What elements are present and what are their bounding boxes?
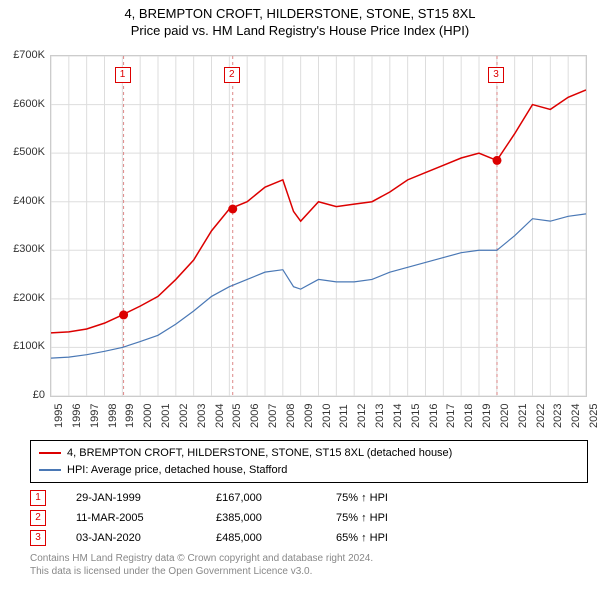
xtick-label: 2011 (338, 404, 350, 428)
xtick-label: 2023 (552, 404, 564, 428)
xtick-label: 2012 (356, 404, 368, 428)
legend-label: 4, BREMPTON CROFT, HILDERSTONE, STONE, S… (67, 445, 452, 462)
xtick-label: 2005 (231, 404, 243, 428)
legend-row: 4, BREMPTON CROFT, HILDERSTONE, STONE, S… (39, 445, 579, 462)
chart-plot-area (50, 55, 587, 397)
footer-attribution: Contains HM Land Registry data © Crown c… (30, 552, 373, 578)
marker-pct: 75% ↑ HPI (336, 492, 456, 504)
xtick-label: 2025 (588, 404, 600, 428)
legend-swatch (39, 452, 61, 454)
xtick-label: 1999 (124, 404, 136, 428)
ytick-label: £100K (13, 340, 45, 352)
marker-date: 03-JAN-2020 (76, 532, 216, 544)
title-address: 4, BREMPTON CROFT, HILDERSTONE, STONE, S… (0, 6, 600, 23)
xtick-label: 2016 (428, 404, 440, 428)
footer-line1: Contains HM Land Registry data © Crown c… (30, 552, 373, 565)
title-subtitle: Price paid vs. HM Land Registry's House … (0, 23, 600, 40)
ytick-label: £500K (13, 146, 45, 158)
xtick-label: 2021 (517, 404, 529, 428)
marker-date: 29-JAN-1999 (76, 492, 216, 504)
legend-label: HPI: Average price, detached house, Staf… (67, 462, 287, 479)
xtick-label: 2024 (570, 404, 582, 428)
marker-badge: 3 (30, 530, 46, 546)
xtick-label: 2018 (463, 404, 475, 428)
marker-pct: 65% ↑ HPI (336, 532, 456, 544)
ytick-label: £400K (13, 195, 45, 207)
marker-table-row: 3 03-JAN-2020£485,00065% ↑ HPI (30, 528, 456, 548)
chart-marker-badge-1: 1 (115, 67, 131, 83)
marker-price: £167,000 (216, 492, 336, 504)
marker-badge: 2 (30, 510, 46, 526)
xtick-label: 1995 (53, 404, 65, 428)
marker-pct: 75% ↑ HPI (336, 512, 456, 524)
xtick-label: 2003 (196, 404, 208, 428)
xtick-label: 2009 (303, 404, 315, 428)
footer-line2: This data is licensed under the Open Gov… (30, 565, 373, 578)
ytick-label: £700K (13, 49, 45, 61)
legend-row: HPI: Average price, detached house, Staf… (39, 462, 579, 479)
xtick-label: 2007 (267, 404, 279, 428)
ytick-label: £300K (13, 243, 45, 255)
ytick-label: £0 (33, 389, 45, 401)
chart-svg (51, 56, 586, 396)
xtick-label: 2019 (481, 404, 493, 428)
xtick-label: 1998 (107, 404, 119, 428)
xtick-label: 2002 (178, 404, 190, 428)
xtick-label: 2001 (160, 404, 172, 428)
marker-table: 1 29-JAN-1999£167,00075% ↑ HPI 2 11-MAR-200… (30, 488, 456, 548)
xtick-label: 1997 (89, 404, 101, 428)
chart-container: 4, BREMPTON CROFT, HILDERSTONE, STONE, S… (0, 0, 600, 590)
chart-marker-badge-3: 3 (488, 67, 504, 83)
xtick-label: 2020 (499, 404, 511, 428)
marker-badge: 1 (30, 490, 46, 506)
legend-swatch (39, 469, 61, 471)
xtick-label: 2022 (535, 404, 547, 428)
legend: 4, BREMPTON CROFT, HILDERSTONE, STONE, S… (30, 440, 588, 483)
xtick-label: 1996 (71, 404, 83, 428)
marker-date: 11-MAR-2005 (76, 512, 216, 524)
xtick-label: 2008 (285, 404, 297, 428)
xtick-label: 2017 (445, 404, 457, 428)
marker-price: £385,000 (216, 512, 336, 524)
ytick-label: £200K (13, 292, 45, 304)
xtick-label: 2014 (392, 404, 404, 428)
title-block: 4, BREMPTON CROFT, HILDERSTONE, STONE, S… (0, 0, 600, 40)
marker-table-row: 1 29-JAN-1999£167,00075% ↑ HPI (30, 488, 456, 508)
ytick-label: £600K (13, 98, 45, 110)
xtick-label: 2000 (142, 404, 154, 428)
marker-price: £485,000 (216, 532, 336, 544)
marker-table-row: 2 11-MAR-2005£385,00075% ↑ HPI (30, 508, 456, 528)
xtick-label: 2006 (249, 404, 261, 428)
xtick-label: 2004 (214, 404, 226, 428)
xtick-label: 2010 (321, 404, 333, 428)
chart-marker-badge-2: 2 (224, 67, 240, 83)
xtick-label: 2013 (374, 404, 386, 428)
xtick-label: 2015 (410, 404, 422, 428)
